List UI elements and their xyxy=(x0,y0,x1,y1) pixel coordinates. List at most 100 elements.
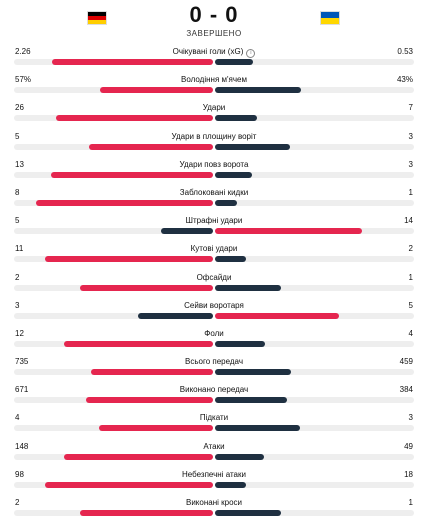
away-bar-track xyxy=(215,369,414,376)
away-stat-value: 3 xyxy=(408,159,413,169)
home-stat-value: 98 xyxy=(15,469,24,479)
stat-label: Атаки xyxy=(203,441,225,451)
home-bar-fill xyxy=(99,425,213,432)
stat-label-wrap: Офсайди xyxy=(0,273,428,283)
away-bar-track xyxy=(215,510,414,516)
home-bar-track xyxy=(14,256,213,263)
home-stat-value: 2 xyxy=(15,272,20,282)
away-bar-fill xyxy=(215,199,238,206)
away-bar-track xyxy=(215,312,414,319)
home-bar-track xyxy=(14,481,213,488)
home-bar-fill xyxy=(51,171,213,178)
away-stat-value: 5 xyxy=(408,300,413,310)
away-stat-value: 1 xyxy=(408,498,413,507)
away-bar-track xyxy=(215,143,414,150)
away-bar-track xyxy=(215,199,414,206)
away-bar-track xyxy=(215,171,414,178)
home-bar-fill xyxy=(90,369,213,376)
away-bar-fill xyxy=(215,425,301,432)
stat-label: Очікувані голи (xG) xyxy=(172,47,244,56)
away-bar-fill xyxy=(215,171,253,178)
info-icon[interactable]: i xyxy=(246,49,256,58)
stat-label-wrap: Небезпечні атаки xyxy=(0,470,428,480)
home-bar-track xyxy=(14,171,213,178)
home-stat-value: 13 xyxy=(15,159,24,169)
stat-label: Удари в площину воріт xyxy=(171,131,257,141)
match-header: 0 - 0 ЗАВЕРШЕНО xyxy=(0,0,428,44)
germany-flag-icon xyxy=(87,11,107,25)
home-bar-fill xyxy=(88,143,213,150)
away-stat-value: 3 xyxy=(408,413,413,423)
stat-label: Володіння м'ячем xyxy=(181,75,247,85)
home-bar-track xyxy=(14,312,213,319)
stat-row: 26 Удари 7 xyxy=(0,100,428,128)
home-stat-value: 2.26 xyxy=(15,47,31,56)
stat-row: 2 Офсайди 1 xyxy=(0,270,428,298)
stat-row: 5 Штрафні удари 14 xyxy=(0,213,428,241)
stat-row: 671 Виконано передач 384 xyxy=(0,382,428,410)
home-bar-fill xyxy=(99,87,213,94)
away-bar-track xyxy=(215,87,414,94)
stat-row: 57% Володіння м'ячем 43% xyxy=(0,72,428,100)
stat-label-wrap: Атаки xyxy=(0,442,428,452)
away-bar-fill xyxy=(215,115,258,122)
home-bar-track xyxy=(14,425,213,432)
away-bar-fill xyxy=(215,510,282,516)
home-bar-fill xyxy=(160,228,213,235)
home-bar-fill xyxy=(63,453,213,460)
home-bar-fill xyxy=(80,510,213,516)
stat-label: Підкати xyxy=(199,413,229,423)
home-stat-value: 735 xyxy=(15,357,29,367)
away-stat-value: 384 xyxy=(399,385,413,395)
home-bar-track xyxy=(14,87,213,94)
stat-label-wrap: Виконані кроси xyxy=(0,498,428,508)
away-stat-value: 4 xyxy=(408,328,413,338)
stat-row: 3 Сейви воротаря 5 xyxy=(0,298,428,326)
stat-label: Небезпечні атаки xyxy=(182,469,246,479)
home-bar-track xyxy=(14,143,213,150)
home-stat-value: 57% xyxy=(15,75,32,85)
stat-row: 8 Заблоковані кидки 1 xyxy=(0,185,428,213)
ukraine-flag-icon xyxy=(320,11,340,25)
away-bar-fill xyxy=(215,59,253,65)
stat-label: Сейви воротаря xyxy=(184,300,244,310)
home-bar-track xyxy=(14,397,213,404)
away-bar-track xyxy=(215,481,414,488)
home-bar-track xyxy=(14,115,213,122)
home-stat-value: 148 xyxy=(15,441,29,451)
away-stat-value: 49 xyxy=(404,441,413,451)
match-score: 0 - 0 xyxy=(189,2,239,27)
home-bar-fill xyxy=(36,199,213,206)
match-status: ЗАВЕРШЕНО xyxy=(186,29,242,38)
stat-label: Виконані кроси xyxy=(186,498,242,507)
home-bar-track xyxy=(14,199,213,206)
home-stat-value: 5 xyxy=(15,131,20,141)
home-bar-fill xyxy=(44,256,213,263)
away-bar-fill xyxy=(215,340,265,347)
home-stat-value: 4 xyxy=(15,413,20,423)
home-bar-track xyxy=(14,510,213,516)
away-bar-track xyxy=(215,256,414,263)
away-bar-track xyxy=(215,425,414,432)
home-stat-value: 12 xyxy=(15,328,24,338)
home-bar-fill xyxy=(138,312,213,319)
away-stat-value: 1 xyxy=(408,187,413,197)
stat-row: 4 Підкати 3 xyxy=(0,410,428,438)
stats-list: 2.26 Очікувані голи (xG) i 0.53 57% Володіння… xyxy=(0,44,428,523)
away-bar-fill xyxy=(215,397,288,404)
stat-label: Удари xyxy=(202,103,226,113)
away-bar-fill xyxy=(215,284,282,291)
stat-label-wrap: Удари в площину воріт xyxy=(0,132,428,142)
away-bar-track xyxy=(215,115,414,122)
home-bar-track xyxy=(14,369,213,376)
stat-row: 13 Удари повз ворота 3 xyxy=(0,157,428,185)
stat-label-wrap: Фоли xyxy=(0,329,428,339)
away-stat-value: 1 xyxy=(408,272,413,282)
away-stat-value: 43% xyxy=(396,75,413,85)
stat-label: Виконано передач xyxy=(179,385,249,395)
home-stat-value: 671 xyxy=(15,385,29,395)
home-bar-track xyxy=(14,228,213,235)
away-stat-value: 18 xyxy=(404,469,413,479)
stat-label-wrap: Штрафні удари xyxy=(0,216,428,226)
stat-label: Офсайди xyxy=(196,272,232,282)
